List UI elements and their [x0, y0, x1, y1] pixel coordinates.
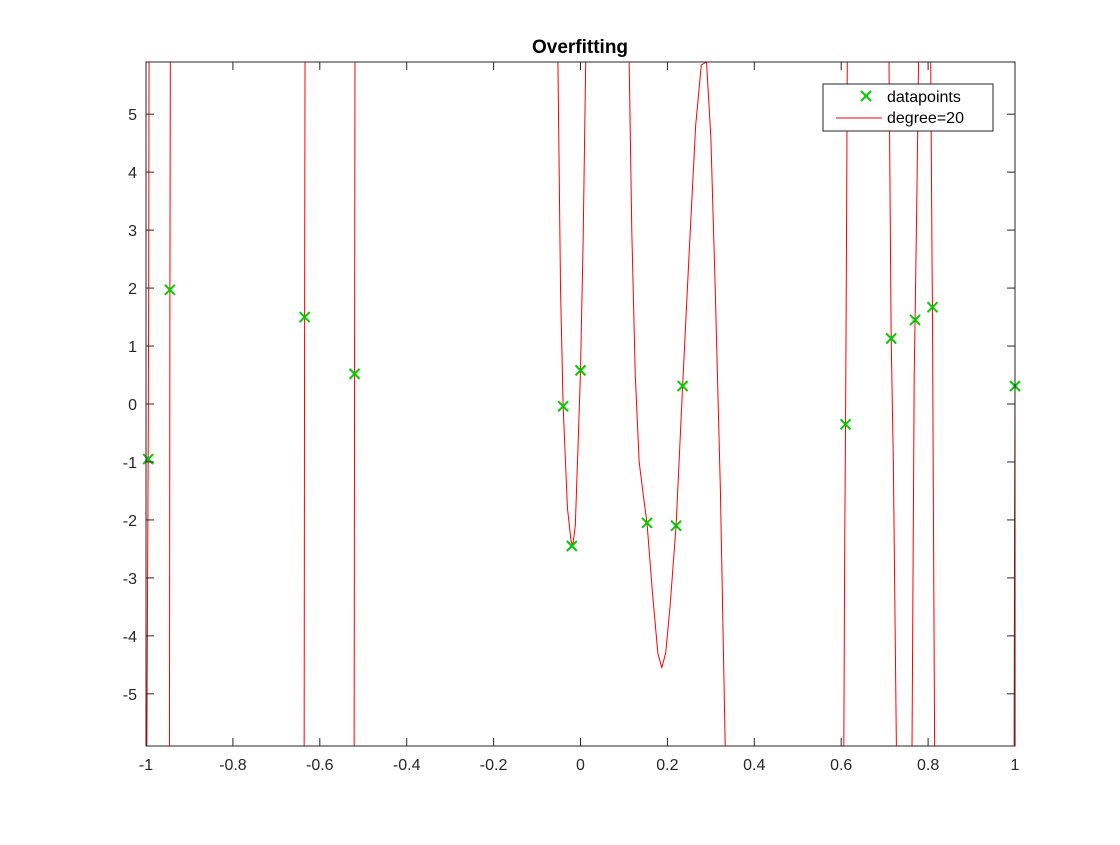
y-tick-label: 2 — [128, 281, 137, 298]
data-point — [164, 284, 176, 296]
x-tick-label: 0.4 — [743, 757, 765, 774]
data-point — [839, 418, 852, 430]
y-tick-label: 0 — [128, 397, 137, 414]
y-tick-label: 4 — [128, 165, 137, 182]
data-point — [348, 368, 361, 380]
legend-label-datapoints: datapoints — [887, 89, 961, 106]
data-point — [909, 314, 921, 326]
legend[interactable]: datapoints degree=20 — [822, 83, 994, 132]
data-point — [885, 332, 897, 345]
x-tick-label: 0.6 — [830, 757, 852, 774]
ticks-layer: -1 -0.8 -0.6 -0.4 -0.2 0 0.2 0.4 0.6 0.8 1 -5 -4 -3 -2… — [123, 62, 1020, 774]
y-tick-label: 1 — [128, 339, 137, 356]
fit-curve-segment — [628, 62, 726, 746]
legend-marker-datapoints — [860, 90, 872, 102]
y-tick-label: 5 — [128, 107, 137, 124]
x-tick-label: 0.2 — [656, 757, 678, 774]
legend-box — [822, 83, 994, 132]
x-tick-label: 1 — [1011, 757, 1020, 774]
y-tick-label: -5 — [123, 687, 137, 704]
fit-curve-segment — [888, 62, 897, 746]
y-tick-label: -3 — [123, 571, 137, 588]
x-tick-label: -0.8 — [219, 757, 247, 774]
data-point — [566, 540, 578, 552]
chart-title: Overfitting — [532, 37, 628, 58]
x-tick-label: -1 — [139, 757, 153, 774]
x-tick-label: -0.6 — [306, 757, 334, 774]
data-point — [676, 380, 689, 392]
data-point — [298, 311, 311, 323]
x-tick-label: 0 — [576, 757, 585, 774]
x-tick-label: -0.2 — [480, 757, 508, 774]
data-point — [557, 400, 569, 413]
y-tick-label: -1 — [123, 455, 137, 472]
legend-label-degree: degree=20 — [887, 110, 964, 127]
data-point — [641, 517, 653, 529]
x-tick-label: 0.8 — [917, 757, 939, 774]
markers-layer — [142, 284, 1021, 552]
y-tick-label: -2 — [123, 513, 137, 530]
y-tick-label: -4 — [123, 629, 137, 646]
data-point — [926, 301, 939, 313]
y-tick-label: 3 — [128, 223, 137, 240]
data-point — [574, 364, 587, 377]
data-point — [670, 520, 682, 532]
x-tick-label: -0.4 — [393, 757, 421, 774]
